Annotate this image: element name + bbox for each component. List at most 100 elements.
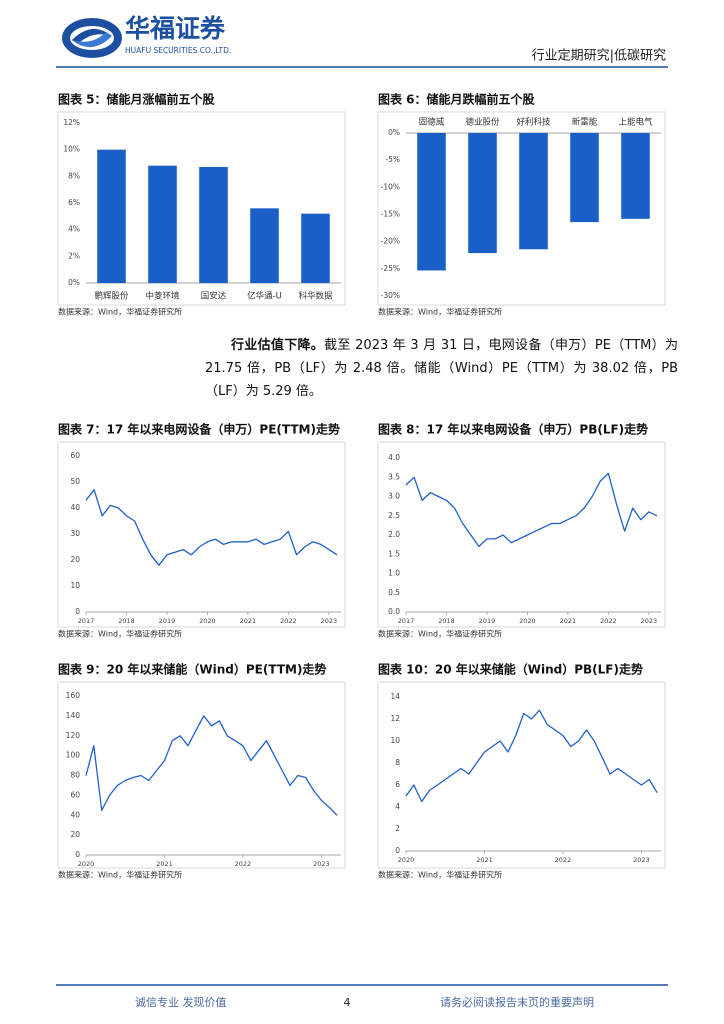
figure-source: 数据来源：Wind，华福证券研究所 [378,629,502,639]
y-tick-label: 20 [70,555,80,564]
line-series [405,472,658,548]
y-tick-label: 30 [70,529,80,538]
y-tick-label: 60 [70,790,80,799]
plot-box [377,441,666,628]
line-series [85,489,338,566]
x-tick-label: 2018 [438,617,455,625]
x-tick-label: 2021 [560,617,577,625]
figure-source: 数据来源：Wind，华福证券研究所 [58,307,182,317]
x-tick-label: 2022 [555,856,572,864]
y-tick-label: 3.5 [388,472,400,481]
y-tick-label: 12% [63,118,80,127]
y-tick-label: 60 [70,451,80,460]
figure-title: 图表 10：20 年以来储能（Wind）PB(LF)走势 [378,662,643,677]
x-tick-label: 2021 [240,617,257,625]
x-tick-label: 2020 [199,617,216,625]
figure-source: 数据来源：Wind，华福证券研究所 [378,870,502,880]
report-type: 行业定期研究|低碳研究 [532,49,666,64]
y-tick-label: 2% [68,251,80,260]
y-tick-label: 2.0 [388,530,400,539]
bar [199,167,228,283]
x-tick-label: 国安达 [201,291,227,302]
y-tick-label: 140 [66,711,81,720]
y-tick-label: 1.5 [388,549,400,558]
figure-source: 数据来源：Wind，华福证券研究所 [58,870,182,880]
y-tick-label: 0% [68,278,80,287]
y-tick-label: 20 [70,830,80,839]
x-tick-label: 中菱环境 [145,291,180,302]
figure-title: 图表 6：储能月跌幅前五个股 [378,92,536,107]
y-tick-label: 0.5 [388,588,400,597]
y-tick-label: 10 [70,581,80,590]
x-tick-label: 2018 [118,617,135,625]
y-tick-label: 160 [66,691,81,700]
y-tick-label: -20% [381,237,400,246]
footer-left: 诚信专业 发现价值 [135,995,227,1009]
x-tick-label: 2023 [313,860,330,868]
figure-source: 数据来源：Wind，华福证券研究所 [58,629,182,639]
y-tick-label: 0 [395,846,400,855]
y-tick-label: 2.5 [388,511,400,520]
bar [570,133,599,223]
line-series [405,709,658,803]
plot-box [57,441,346,628]
x-tick-label: 2020 [398,856,415,864]
y-tick-label: 14 [390,692,400,701]
y-tick-label: 12 [390,714,400,723]
y-tick-label: -5% [385,155,400,164]
x-tick-label: 固德威 [419,117,445,128]
x-tick-label: 2022 [280,617,297,625]
bar [417,133,446,271]
x-tick-label: 2023 [633,856,650,864]
x-tick-label: 好利科技 [516,117,551,128]
x-tick-label: 2019 [479,617,496,625]
plot-box [57,111,346,306]
bar [621,133,650,219]
y-tick-label: 80 [70,771,80,780]
y-tick-label: 1.0 [388,569,400,578]
y-tick-label: -10% [381,182,400,191]
bar [519,133,548,250]
figure-title: 图表 9：20 年以来储能（Wind）PE(TTM)走势 [58,662,326,677]
bar [468,133,497,254]
x-tick-label: 2023 [641,617,658,625]
y-tick-label: 10 [390,736,400,745]
y-tick-label: 3.0 [388,492,400,501]
x-tick-label: 2019 [159,617,176,625]
x-tick-label: 科华数据 [298,291,333,302]
y-tick-label: 8 [395,758,400,767]
y-tick-label: 10% [63,145,80,154]
x-tick-label: 亿华通-U [247,291,282,302]
line-series [85,715,338,816]
x-tick-label: 鹏辉股份 [94,291,129,302]
figure-title: 图表 5：储能月涨幅前五个股 [58,92,216,107]
plot-box [377,111,666,306]
bar [148,165,177,283]
y-tick-label: 40 [70,810,80,819]
figure-title: 图表 8：17 年以来电网设备（申万）PB(LF)走势 [378,422,648,437]
figure-title: 图表 7：17 年以来电网设备（申万）PE(TTM)走势 [58,422,340,437]
bar [97,149,126,283]
y-tick-label: 100 [66,751,81,760]
y-tick-label: 4.0 [388,453,400,462]
paragraph-body: 截至 2023 年 3 月 31 日，电网设备（申万）PE（TTM）为 21.7… [205,338,678,399]
figure-source: 数据来源：Wind，华福证券研究所 [378,307,502,317]
y-tick-label: 0 [75,607,80,616]
footer-right: 请务必阅读报告末页的重要声明 [440,995,594,1009]
y-tick-label: 0.0 [388,607,400,616]
x-tick-label: 2021 [156,860,173,868]
y-tick-label: -15% [381,210,400,219]
page-number: 4 [344,996,351,1009]
x-tick-label: 2020 [519,617,536,625]
y-tick-label: -30% [381,291,400,300]
y-tick-label: 0 [75,850,80,859]
y-tick-label: 8% [68,171,80,180]
x-tick-label: 2020 [78,860,95,868]
logo [62,18,122,58]
y-tick-label: 0% [388,128,400,137]
x-tick-label: 2022 [235,860,252,868]
x-tick-label: 上能电气 [618,117,653,128]
y-tick-label: 6 [395,780,400,789]
